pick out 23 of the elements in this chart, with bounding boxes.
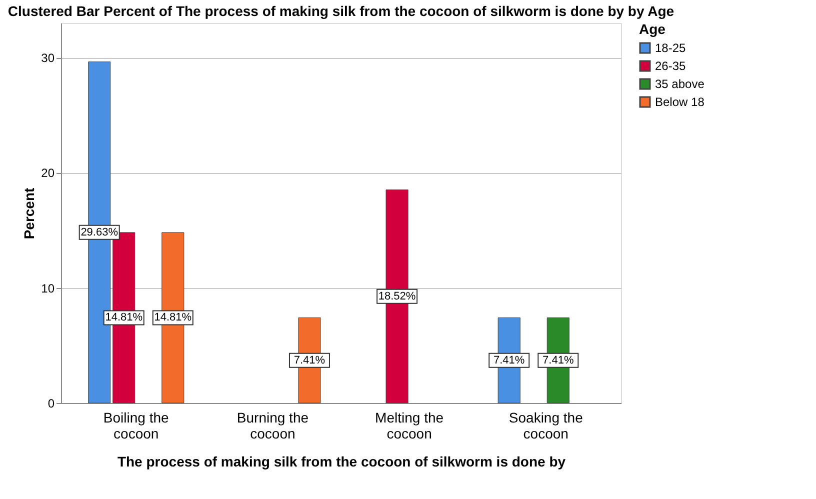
data-label: 7.41% <box>494 354 525 366</box>
legend-label: Below 18 <box>655 95 705 109</box>
data-label: 7.41% <box>294 354 326 366</box>
x-tick-label: Burning the cocoon <box>236 410 309 442</box>
legend-label: 35 above <box>655 77 705 91</box>
x-tick-label: Boiling the cocoon <box>103 410 170 442</box>
data-label: 14.81% <box>154 312 192 324</box>
y-tick-label: 30 <box>41 51 55 66</box>
x-tick-label: Melting the cocoon <box>375 410 444 442</box>
data-label: 7.41% <box>542 354 574 366</box>
x-tick-label: Soaking the cocoon <box>508 410 584 442</box>
legend-label: 18-25 <box>655 41 686 55</box>
legend-label: 26-35 <box>655 59 686 73</box>
y-axis-title: Percent <box>21 187 38 240</box>
data-label: 18.52% <box>378 290 416 302</box>
x-axis-title: The process of making silk from the cocoon of silkworm is done by <box>117 454 566 470</box>
y-tick-label: 20 <box>41 166 55 180</box>
y-tick-label: 0 <box>48 396 55 410</box>
legend-title: Age <box>639 21 666 37</box>
data-label: 14.81% <box>105 312 143 324</box>
y-tick-label: 10 <box>41 281 55 296</box>
chart-title: Clustered Bar Percent of The process of making silk from the cocoon of silkworm is done by by Age <box>8 3 674 19</box>
data-label: 29.63% <box>80 226 118 238</box>
